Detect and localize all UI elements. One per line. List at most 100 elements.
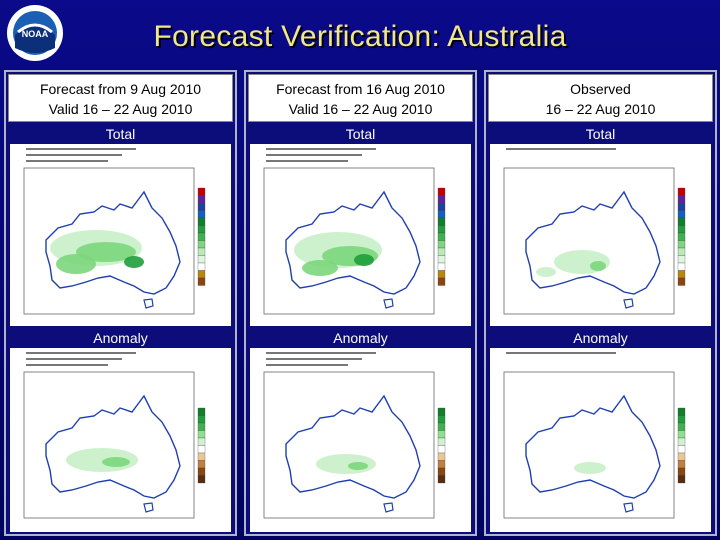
color-scale-swatch — [437, 255, 446, 264]
color-scale-swatch — [677, 187, 686, 196]
panel-header-line1: Forecast from 9 Aug 2010 — [39, 81, 202, 97]
map-caption-line — [266, 154, 362, 156]
color-scale-swatch — [437, 217, 446, 226]
map-caption-line — [26, 160, 108, 162]
australia-land — [285, 395, 421, 499]
tasmania — [623, 502, 634, 513]
color-scale-swatch — [677, 247, 686, 256]
panel-forecast-16aug: Forecast from 16 Aug 2010 Valid 16 – 22 … — [244, 70, 477, 536]
color-scale-swatch — [677, 255, 686, 264]
color-scale-swatch — [437, 467, 446, 476]
anomaly-label: Anomaly — [333, 330, 388, 346]
total-label: Total — [105, 126, 136, 142]
panel-header-line1: Forecast from 16 Aug 2010 — [276, 81, 445, 97]
color-scale-swatch — [197, 460, 206, 469]
panel-observed: Observed 16 – 22 Aug 2010 Total Anomaly — [484, 70, 717, 536]
color-scale-swatch — [677, 437, 686, 446]
total-label: Total — [345, 126, 376, 142]
page-title: Forecast Verification: Australia — [153, 20, 567, 53]
map-caption-line — [266, 352, 376, 354]
color-scale-swatch — [677, 460, 686, 469]
color-scale-swatch — [437, 232, 446, 241]
color-scale-swatch — [437, 415, 446, 424]
panel-forecast-9aug: Forecast from 9 Aug 2010 Valid 16 – 22 A… — [4, 70, 237, 536]
australia-land — [525, 191, 661, 295]
color-scale-swatch — [437, 195, 446, 204]
precip-area — [56, 254, 96, 274]
color-scale-swatch — [437, 270, 446, 279]
color-scale-swatch — [197, 210, 206, 219]
color-scale-swatch — [437, 187, 446, 196]
australia-map — [503, 148, 686, 315]
coastline — [525, 190, 661, 295]
precip-area — [536, 267, 556, 277]
map-caption-line — [506, 352, 616, 354]
color-scale-swatch — [197, 217, 206, 226]
total-precip-map — [10, 144, 231, 326]
map-frame — [23, 371, 195, 519]
panel-header: Forecast from 9 Aug 2010 Valid 16 – 22 A… — [8, 74, 233, 122]
map-frame — [263, 167, 435, 315]
map-frame — [263, 371, 435, 519]
panel-header: Forecast from 16 Aug 2010 Valid 16 – 22 … — [248, 74, 473, 122]
precip-area — [574, 462, 606, 474]
color-scale-swatch — [197, 225, 206, 234]
coastline — [285, 394, 421, 499]
tasmania — [383, 502, 394, 513]
color-scale-swatch — [437, 277, 446, 286]
australia-map — [263, 148, 446, 315]
color-scale-swatch — [197, 407, 206, 416]
color-scale-swatch — [677, 232, 686, 241]
panel-header-line2: Valid 16 – 22 Aug 2010 — [288, 101, 433, 117]
total-precip-map — [490, 144, 711, 326]
precip-area — [316, 454, 376, 474]
color-scale-swatch — [677, 407, 686, 416]
color-scale-swatch — [197, 247, 206, 256]
color-scale-swatch — [197, 445, 206, 454]
map-caption-line — [266, 364, 348, 366]
color-scale-swatch — [437, 437, 446, 446]
color-scale-swatch — [197, 422, 206, 431]
precip-area — [348, 462, 368, 470]
anomaly-precip-map — [250, 348, 471, 532]
color-scale-swatch — [677, 467, 686, 476]
total-precip-map — [250, 144, 471, 326]
color-scale-swatch — [197, 195, 206, 204]
color-scale-swatch — [677, 422, 686, 431]
color-scale-swatch — [197, 187, 206, 196]
anomaly-label: Anomaly — [573, 330, 628, 346]
map-caption-line — [266, 160, 348, 162]
color-scale-swatch — [437, 247, 446, 256]
color-scale-swatch — [197, 270, 206, 279]
anomaly-precip-map — [10, 348, 231, 532]
precip-area — [590, 261, 606, 271]
color-scale-swatch — [197, 202, 206, 211]
color-scale-swatch — [197, 475, 206, 484]
map-caption-line — [26, 154, 122, 156]
total-label: Total — [585, 126, 616, 142]
panel-header: Observed 16 – 22 Aug 2010 — [488, 74, 713, 122]
tasmania — [623, 298, 634, 309]
map-caption-line — [26, 352, 136, 354]
australia-map — [263, 352, 446, 519]
anomaly-label: Anomaly — [93, 330, 148, 346]
anomaly-precip-map — [490, 348, 711, 532]
color-scale-swatch — [437, 407, 446, 416]
color-scale-swatch — [437, 210, 446, 219]
color-scale-swatch — [677, 195, 686, 204]
color-scale-swatch — [197, 467, 206, 476]
color-scale-swatch — [677, 415, 686, 424]
color-scale-swatch — [677, 262, 686, 271]
color-scale-swatch — [437, 430, 446, 439]
australia-map — [503, 352, 686, 519]
svg-text:NOAA: NOAA — [22, 29, 49, 39]
coastline — [45, 190, 181, 295]
australia-map — [23, 148, 206, 315]
color-scale-swatch — [197, 240, 206, 249]
color-scale-swatch — [197, 277, 206, 286]
map-caption-line — [506, 148, 616, 150]
color-scale-swatch — [437, 202, 446, 211]
color-scale-swatch — [197, 255, 206, 264]
color-scale-swatch — [677, 210, 686, 219]
color-scale-swatch — [677, 445, 686, 454]
